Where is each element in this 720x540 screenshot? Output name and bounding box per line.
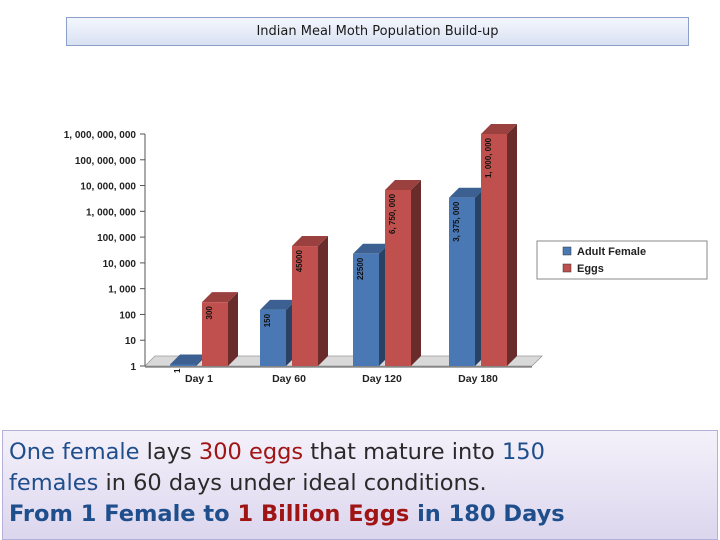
eggs-bar xyxy=(481,134,507,366)
eggs-bar-side xyxy=(228,292,238,366)
adult-female-bar-top xyxy=(170,354,206,365)
adult-female-bar xyxy=(449,197,475,366)
eggs-bar-top xyxy=(292,236,328,247)
adult-female-bar xyxy=(260,309,286,366)
billion-eggs-text: 1 Billion Eggs xyxy=(237,501,410,527)
adult-female-data-label: 3, 375, 000 xyxy=(452,201,461,242)
y-tick-label: 10, 000, 000 xyxy=(80,182,136,193)
summary-line-2: females in 60 days under ideal condition… xyxy=(9,468,711,499)
y-tick-label: 100 xyxy=(119,310,136,321)
summary-line-3: From 1 Female to 1 Billion Eggs in 180 D… xyxy=(9,499,711,530)
legend-swatch-eggs xyxy=(562,263,572,273)
eggs-bar-side xyxy=(411,179,421,366)
summary-box: One female lays 300 eggs that mature int… xyxy=(2,430,718,540)
eggs-bar xyxy=(292,246,318,366)
y-tick-label: 10, 000 xyxy=(103,259,137,270)
one-female-text: One female xyxy=(9,439,140,465)
lays-text: lays xyxy=(139,439,199,465)
y-tick-label: 1, 000 xyxy=(108,285,136,296)
x-tick-label: Day 60 xyxy=(272,373,306,385)
y-tick-label: 1 xyxy=(130,362,136,373)
y-tick-label: 1, 000, 000, 000 xyxy=(64,130,137,141)
summary-line-1: One female lays 300 eggs that mature int… xyxy=(9,437,711,468)
eggs-bar-top xyxy=(385,179,421,190)
from-female-text: From 1 Female to xyxy=(9,501,238,527)
eggs-bar-side xyxy=(507,124,517,366)
eggs-data-label: 6, 750, 000 xyxy=(388,193,397,234)
females-text: females xyxy=(9,470,99,496)
y-tick-label: 100, 000 xyxy=(97,233,136,244)
legend-label-eggs: Eggs xyxy=(577,263,604,275)
adult-female-data-label: 22500 xyxy=(356,257,365,280)
adult-female-bar-top xyxy=(353,243,389,254)
y-tick-label: 1, 000, 000 xyxy=(86,207,136,218)
legend-label-adult-female: Adult Female xyxy=(577,246,646,258)
mature-text: that mature into xyxy=(303,439,502,465)
adult-female-bar-top xyxy=(260,299,296,310)
population-chart: 1 10 100 1, 000 10, 000 100, 000 1, 000, 000 10… xyxy=(64,124,708,385)
eggs-data-label: 1, 000, 000 xyxy=(484,137,493,178)
legend-swatch-adult-female xyxy=(562,246,572,256)
eggs-data-label: 300 xyxy=(205,306,214,320)
x-tick-label: Day 180 xyxy=(458,373,498,385)
eggs-bar xyxy=(385,189,411,366)
eggs-bar-top xyxy=(202,292,238,303)
x-tick-label: Day 120 xyxy=(362,373,402,385)
eggs-bar-side xyxy=(318,236,328,366)
adult-female-data-label: 150 xyxy=(263,313,272,327)
eggs-data-label: 45000 xyxy=(295,250,304,273)
adult-female-bar xyxy=(170,364,196,366)
x-tick-label: Day 1 xyxy=(185,373,213,385)
egg-count-text: 300 eggs xyxy=(198,439,304,465)
count-150-text: 150 xyxy=(501,439,545,465)
y-tick-label: 100, 000, 000 xyxy=(75,156,137,167)
adult-female-bar-top xyxy=(449,187,485,198)
adult-female-bar xyxy=(353,253,379,366)
title-bar: Indian Meal Moth Population Build-up xyxy=(66,17,689,46)
chart-title: Indian Meal Moth Population Build-up xyxy=(256,24,499,39)
eggs-bar xyxy=(202,302,228,366)
days-text: in 180 Days xyxy=(409,501,565,527)
y-tick-label: 10 xyxy=(125,336,137,347)
eggs-bar-top xyxy=(481,124,517,134)
conditions-text: in 60 days under ideal conditions. xyxy=(98,470,487,496)
adult-female-data-label: 1 xyxy=(173,368,182,373)
